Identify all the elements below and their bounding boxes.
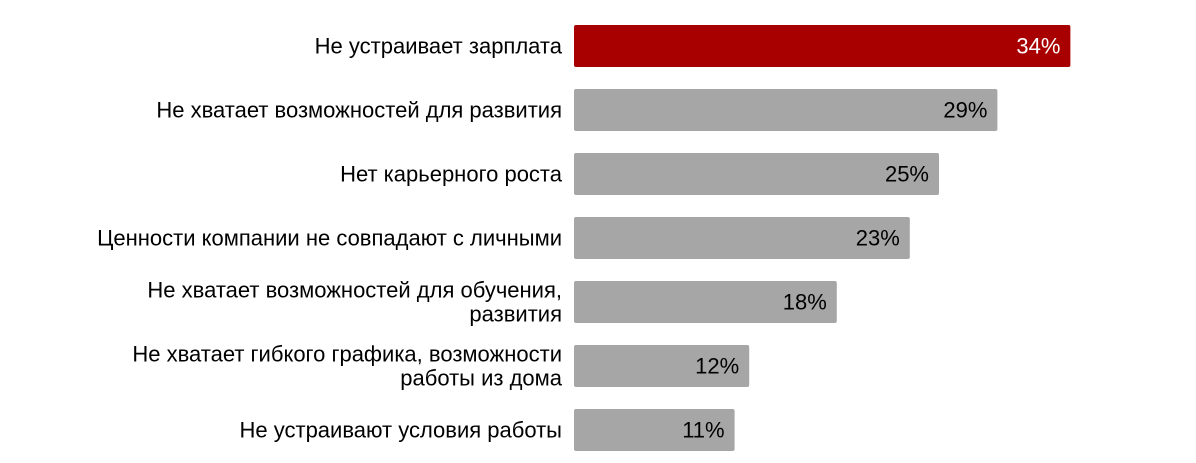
value-label-7: 11% bbox=[682, 418, 724, 443]
bar-3 bbox=[574, 153, 939, 195]
bar-2 bbox=[574, 89, 998, 131]
value-label-4: 23% bbox=[856, 226, 900, 251]
value-label-6: 12% bbox=[695, 354, 739, 379]
value-label-3: 25% bbox=[885, 162, 929, 187]
category-label-3: Нет карьерного роста bbox=[340, 162, 563, 187]
category-label-6: Не хватает гибкого графика, возможности р… bbox=[132, 342, 562, 391]
value-label-1: 34% bbox=[1016, 34, 1060, 59]
bar-1 bbox=[574, 25, 1071, 67]
value-label-2: 29% bbox=[943, 98, 987, 123]
bar-5 bbox=[574, 281, 837, 323]
category-label-2: Не хватает возможностей для развития bbox=[156, 98, 562, 123]
category-label-7: Не устраивают условия работы bbox=[240, 418, 563, 443]
bar-4 bbox=[574, 217, 910, 259]
bar-6 bbox=[574, 345, 750, 387]
value-label-5: 18% bbox=[783, 290, 827, 315]
category-label-4: Ценности компании не совпадают с личными bbox=[97, 226, 562, 251]
category-label-1: Не устраивает зарплата bbox=[315, 34, 563, 59]
bar-7 bbox=[574, 409, 735, 451]
category-label-5: Не хватает возможностей для обучения, раз… bbox=[147, 278, 562, 327]
